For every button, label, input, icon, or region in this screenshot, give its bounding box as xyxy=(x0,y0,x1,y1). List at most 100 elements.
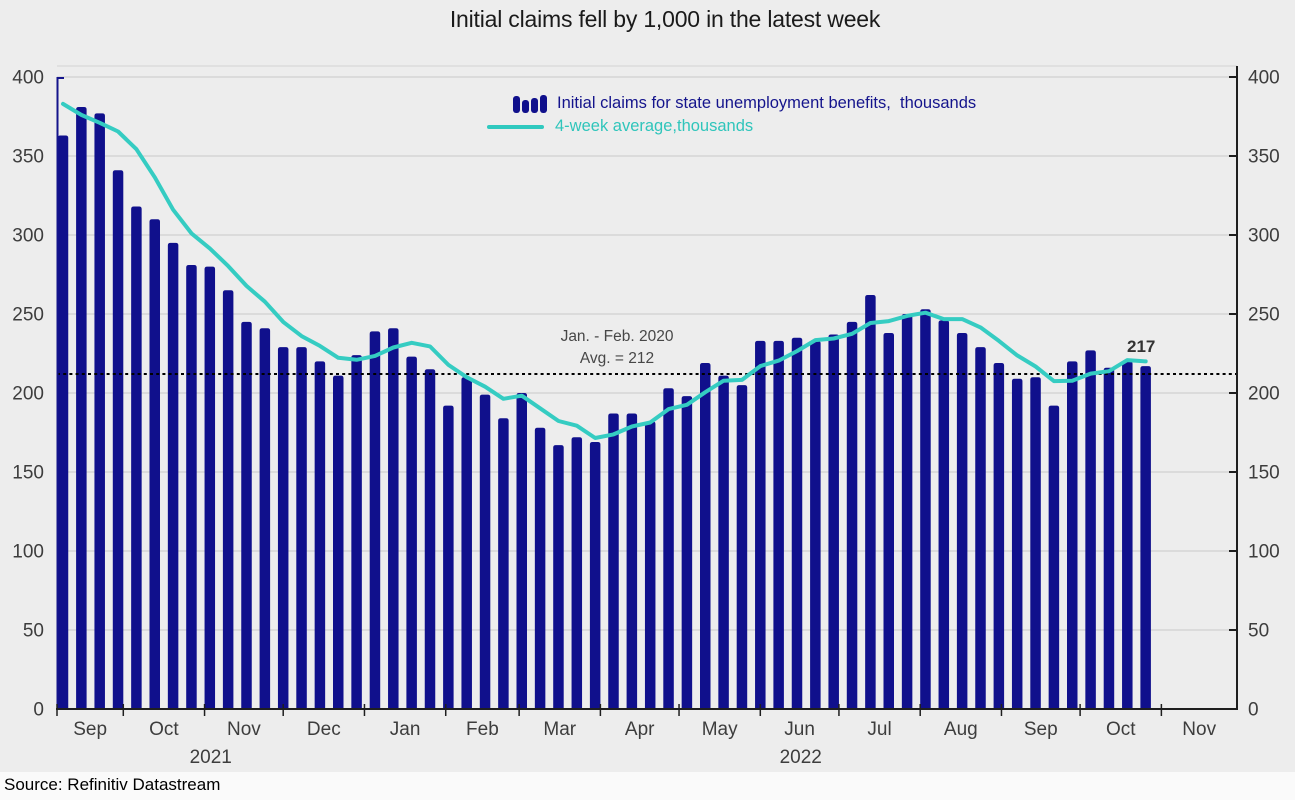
year-label: 2022 xyxy=(780,747,822,768)
bar xyxy=(920,309,931,709)
bar xyxy=(1048,405,1060,709)
month-label: Sep xyxy=(1024,719,1058,740)
y-axis-label-left: 250 xyxy=(12,305,44,326)
y-axis-label-left: 400 xyxy=(12,68,44,89)
y-axis-label-right: 0 xyxy=(1248,700,1259,721)
bar xyxy=(1011,378,1023,709)
bar xyxy=(755,340,766,709)
y-axis-label-left: 150 xyxy=(12,463,44,484)
month-label: Oct xyxy=(149,719,179,740)
bar xyxy=(351,355,362,709)
line-series-icon xyxy=(487,124,544,129)
bar xyxy=(718,375,729,709)
bar xyxy=(461,377,472,709)
y-axis-label-left: 50 xyxy=(23,621,44,642)
bar xyxy=(846,321,858,709)
legend-line-label: 4-week average,thousands xyxy=(555,117,754,135)
chart-title: Initial claims fell by 1,000 in the late… xyxy=(449,6,881,32)
month-label: Sep xyxy=(73,719,107,740)
legend-entry-bars: Initial claims for state unemployment be… xyxy=(513,94,976,113)
month-label: May xyxy=(702,719,738,740)
annotation-line1: Jan. - Feb. 2020 xyxy=(560,328,674,345)
bar xyxy=(883,332,894,709)
bar xyxy=(1140,366,1151,709)
bar xyxy=(424,369,436,709)
month-label: Jan xyxy=(390,719,421,740)
bar xyxy=(149,219,160,709)
bar xyxy=(222,290,234,709)
bar xyxy=(443,405,454,709)
bar xyxy=(534,427,546,709)
bar xyxy=(773,340,784,709)
bar xyxy=(956,332,968,709)
bar xyxy=(700,362,711,709)
bar xyxy=(938,320,950,709)
bar xyxy=(498,418,509,709)
y-axis-label-left: 100 xyxy=(12,542,44,563)
bar xyxy=(791,337,803,709)
legend-entry-line: 4-week average,thousands xyxy=(487,117,753,136)
bar xyxy=(388,328,399,709)
bar xyxy=(296,347,307,709)
bar xyxy=(589,441,601,709)
bar xyxy=(626,413,638,709)
month-label: Nov xyxy=(1182,719,1216,740)
month-label: Dec xyxy=(307,719,341,740)
month-label: Aug xyxy=(944,719,978,740)
bar xyxy=(828,334,839,709)
bar xyxy=(57,135,69,709)
month-label: Apr xyxy=(625,719,655,740)
reference-line-annotation: Jan. - Feb. 2020 Avg. = 212 xyxy=(543,326,691,369)
month-label: Jun xyxy=(784,719,815,740)
bar xyxy=(810,340,821,709)
month-label: Feb xyxy=(466,719,499,740)
bar xyxy=(736,385,748,709)
bar xyxy=(186,265,197,709)
bar xyxy=(516,393,527,709)
bar xyxy=(94,113,105,710)
year-label: 2021 xyxy=(190,747,232,768)
bar xyxy=(167,242,179,709)
bar xyxy=(277,347,289,709)
y-axis-label-left: 300 xyxy=(12,226,44,247)
y-axis-label-right: 200 xyxy=(1248,384,1280,405)
bar xyxy=(333,375,344,709)
bar xyxy=(112,170,124,710)
source-note: Source: Refinitiv Datastream xyxy=(4,775,221,794)
y-axis-label-left: 350 xyxy=(12,147,44,168)
month-label: Mar xyxy=(543,719,576,740)
average-line xyxy=(61,101,1148,440)
y-axis-label-left: 200 xyxy=(12,384,44,405)
bar-series-icon xyxy=(513,94,547,113)
y-axis-label-right: 250 xyxy=(1248,305,1280,326)
bar xyxy=(1085,350,1096,709)
bar xyxy=(314,361,326,709)
bar xyxy=(259,328,271,709)
bar xyxy=(663,388,674,709)
bar xyxy=(865,295,876,709)
bar xyxy=(479,394,491,709)
y-axis-label-left: 0 xyxy=(33,700,44,721)
bar xyxy=(571,437,583,709)
bar xyxy=(1103,367,1115,709)
y-axis-label-right: 350 xyxy=(1248,147,1280,168)
bar xyxy=(993,362,1005,709)
y-axis-label-right: 400 xyxy=(1248,68,1280,89)
bar xyxy=(76,107,87,709)
y-axis-label-right: 300 xyxy=(1248,226,1280,247)
bar xyxy=(1122,361,1133,709)
month-label: Jul xyxy=(867,719,891,740)
bar xyxy=(901,314,913,709)
bar xyxy=(975,347,986,709)
bar xyxy=(131,206,142,709)
bar xyxy=(1030,377,1041,709)
bar xyxy=(644,421,656,709)
last-value-callout: 217 xyxy=(1127,337,1156,356)
bar xyxy=(369,331,381,709)
month-label: Nov xyxy=(227,719,261,740)
y-axis-label-right: 150 xyxy=(1248,463,1280,484)
bar xyxy=(204,266,216,709)
y-axis-label-right: 100 xyxy=(1248,542,1280,563)
legend-bars-label: Initial claims for state unemployment be… xyxy=(557,94,977,112)
